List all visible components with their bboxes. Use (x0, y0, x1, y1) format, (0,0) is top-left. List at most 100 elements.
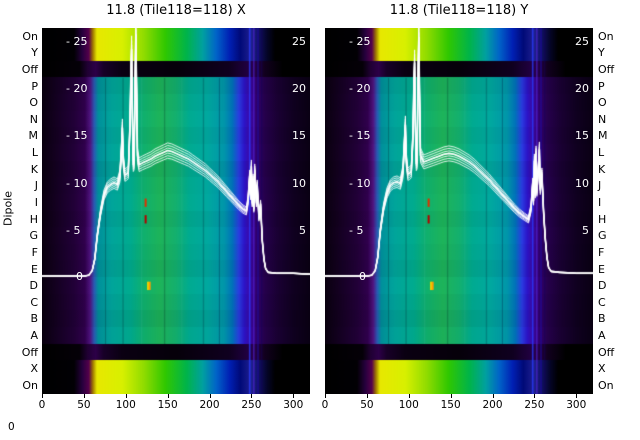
x-tick-mark (83, 394, 85, 398)
x-tick-label: 250 (524, 399, 545, 411)
row-label-right: Off (598, 62, 615, 76)
inner-ytick-right: 25 (575, 35, 589, 48)
row-label-right: M (598, 129, 608, 143)
row-label-right: N (598, 112, 607, 126)
row-label-left: O (29, 96, 38, 110)
inner-ytick-right: 5 (299, 223, 306, 237)
inner-ytick-left: - 10 (349, 176, 371, 190)
inner-ytick-left: - 20 (66, 82, 88, 96)
x-tick-mark (366, 394, 368, 398)
x-tick-label: 150 (440, 399, 461, 411)
row-label-right: I (598, 195, 602, 209)
x-tick-mark (251, 394, 253, 398)
row-label-right: On (598, 29, 614, 43)
inner-ytick-left: - 5 (66, 223, 81, 237)
heatmap-canvas-x (42, 28, 310, 394)
inner-ytick-left: - 5 (349, 223, 364, 237)
row-label-left: J (34, 179, 38, 193)
x-tick-mark (167, 394, 169, 398)
x-tick-mark (450, 394, 452, 398)
row-label-right: P (598, 79, 605, 93)
x-tick-label: 0 (38, 399, 46, 411)
inner-zero-label: 0 (359, 270, 366, 283)
x-tick-mark (534, 394, 536, 398)
row-label-right: J (598, 179, 602, 193)
row-label-left: On (22, 378, 38, 392)
row-label-left: H (29, 212, 38, 226)
right-panel-title: 11.8 (Tile118=118) Y (389, 3, 529, 18)
row-label-left: C (30, 295, 38, 309)
x-tick-label: 300 (566, 399, 587, 411)
row-label-right: L (598, 146, 605, 160)
row-label-right: B (598, 312, 606, 326)
row-label-left: N (29, 112, 38, 126)
row-label-right: F (598, 245, 605, 259)
row-label-left: Y (31, 46, 38, 60)
inner-ytick-left: - 25 (349, 35, 371, 48)
inner-ytick-right: 20 (292, 82, 306, 96)
heatmap-canvas-y (325, 28, 593, 394)
heatmap-panel-y (325, 28, 593, 394)
x-tick-mark (209, 394, 211, 398)
row-label-left: Off (21, 345, 38, 359)
left-panel-title: 11.8 (Tile118=118) X (106, 3, 246, 18)
row-label-left: G (29, 229, 38, 243)
x-tick-mark (325, 394, 326, 398)
inner-ytick-right: 10 (575, 176, 589, 190)
row-label-right: X (598, 362, 606, 376)
x-tick-mark (293, 394, 295, 398)
row-label-left: D (29, 279, 38, 293)
row-label-right: A (598, 329, 606, 343)
inner-ytick-left: - 25 (66, 35, 88, 48)
x-tick-label: 200 (482, 399, 503, 411)
row-label-right: On (598, 378, 614, 392)
x-tick-label: 100 (115, 399, 136, 411)
inner-ytick-right: 20 (575, 82, 589, 96)
row-label-right: K (598, 162, 606, 176)
row-label-right: E (598, 262, 605, 276)
row-label-left: X (30, 362, 38, 376)
row-label-right: D (598, 279, 607, 293)
x-tick-label: 50 (77, 399, 91, 411)
row-label-left: L (31, 146, 38, 160)
row-label-left: A (30, 329, 38, 343)
inner-zero-label: 0 (76, 270, 83, 283)
x-tick-mark (576, 394, 578, 398)
inner-ytick-left: - 15 (66, 129, 88, 143)
corner-zero-label: 0 (8, 421, 15, 433)
heatmap-panel-x (42, 28, 310, 394)
x-tick-mark (42, 394, 43, 398)
row-label-left: M (28, 129, 39, 143)
row-label-left: On (22, 29, 38, 43)
x-tick-label: 300 (283, 399, 304, 411)
row-label-left: Off (21, 62, 38, 76)
x-tick-mark (125, 394, 127, 398)
x-tick-label: 50 (360, 399, 374, 411)
x-tick-mark (408, 394, 410, 398)
x-tick-label: 250 (241, 399, 262, 411)
row-label-left: I (34, 195, 38, 209)
inner-ytick-right: 10 (292, 176, 306, 190)
row-label-right: C (598, 295, 606, 309)
x-tick-label: 100 (398, 399, 419, 411)
row-label-right: Off (598, 345, 615, 359)
row-label-right: O (598, 96, 607, 110)
row-label-right: Y (598, 46, 605, 60)
row-label-right: H (598, 212, 607, 226)
inner-ytick-right: 25 (292, 35, 306, 48)
row-label-left: P (31, 79, 38, 93)
inner-ytick-right: 15 (575, 129, 589, 143)
row-label-right: G (598, 229, 607, 243)
row-label-left: F (31, 245, 38, 259)
x-tick-label: 200 (199, 399, 220, 411)
x-tick-mark (492, 394, 494, 398)
inner-ytick-right: 5 (582, 223, 589, 237)
inner-ytick-left: - 10 (66, 176, 88, 190)
row-label-left: B (30, 312, 38, 326)
row-label-left: K (30, 162, 38, 176)
inner-ytick-left: - 20 (349, 82, 371, 96)
inner-ytick-left: - 15 (349, 129, 371, 143)
x-tick-label: 150 (157, 399, 178, 411)
inner-ytick-right: 15 (292, 129, 306, 143)
